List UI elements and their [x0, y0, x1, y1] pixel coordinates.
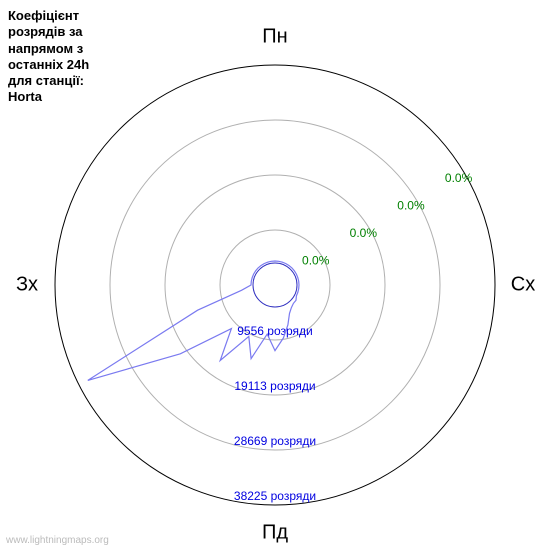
inner-circle — [253, 263, 297, 307]
ring-count-label: 28669 розряди — [234, 434, 316, 448]
dir-label-south: Пд — [262, 521, 288, 543]
ring-pct-label: 0.0% — [397, 199, 425, 213]
ring-count-label: 38225 розряди — [234, 489, 316, 503]
ring-pct-label: 0.0% — [445, 171, 473, 185]
dir-label-west: Зх — [16, 273, 38, 295]
grid-ring — [110, 120, 440, 450]
dir-label-east: Сх — [511, 273, 535, 295]
grid-ring — [165, 175, 385, 395]
ring-pct-label: 0.0% — [302, 254, 330, 268]
polar-chart: 0.0%0.0%0.0%0.0% 9556 розряди19113 розря… — [0, 0, 550, 550]
ring-count-label: 19113 розряди — [234, 379, 315, 393]
dir-label-north: Пн — [262, 25, 287, 47]
ring-pct-label: 0.0% — [350, 226, 378, 240]
rose-trace — [88, 261, 299, 380]
